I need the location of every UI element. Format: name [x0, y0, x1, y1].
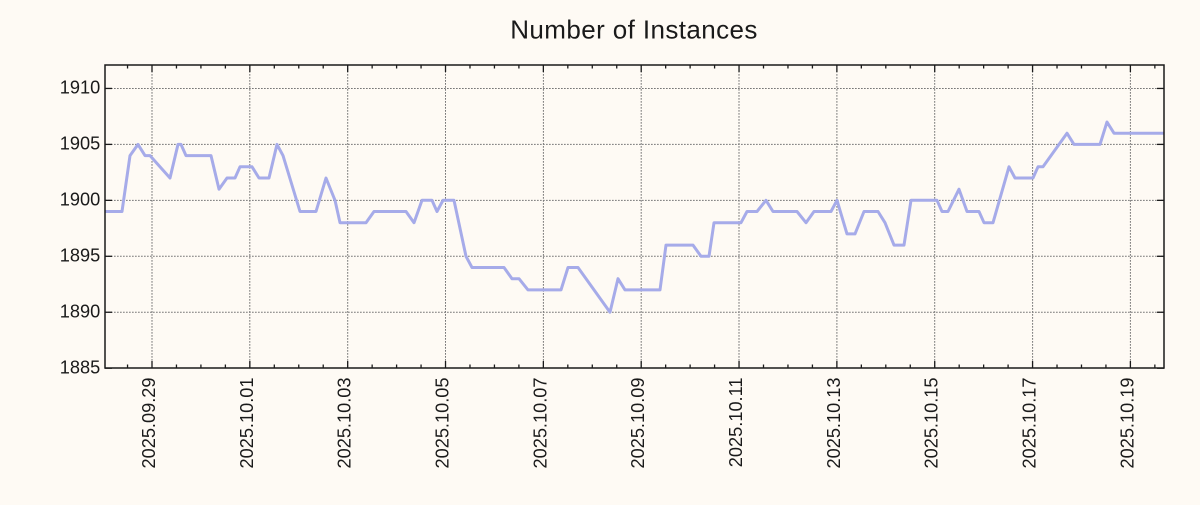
svg-text:1900: 1900	[60, 189, 100, 209]
svg-text:1910: 1910	[60, 78, 100, 98]
svg-text:1895: 1895	[60, 245, 100, 265]
svg-text:1890: 1890	[60, 301, 100, 321]
svg-text:2025.10.07: 2025.10.07	[530, 378, 550, 469]
svg-text:Number of Instances: Number of Instances	[510, 15, 758, 45]
svg-text:2025.10.13: 2025.10.13	[824, 378, 844, 469]
svg-text:1885: 1885	[60, 357, 100, 377]
svg-text:2025.10.15: 2025.10.15	[922, 378, 942, 469]
svg-text:2025.10.17: 2025.10.17	[1020, 378, 1040, 469]
svg-text:2025.10.19: 2025.10.19	[1117, 378, 1137, 469]
svg-text:2025.09.29: 2025.09.29	[139, 378, 159, 469]
svg-text:2025.10.05: 2025.10.05	[433, 378, 453, 469]
svg-text:2025.10.03: 2025.10.03	[335, 378, 355, 469]
svg-text:1905: 1905	[60, 134, 100, 154]
svg-text:2025.10.01: 2025.10.01	[237, 378, 257, 469]
svg-text:2025.10.11: 2025.10.11	[726, 378, 746, 468]
svg-text:2025.10.09: 2025.10.09	[628, 378, 648, 469]
